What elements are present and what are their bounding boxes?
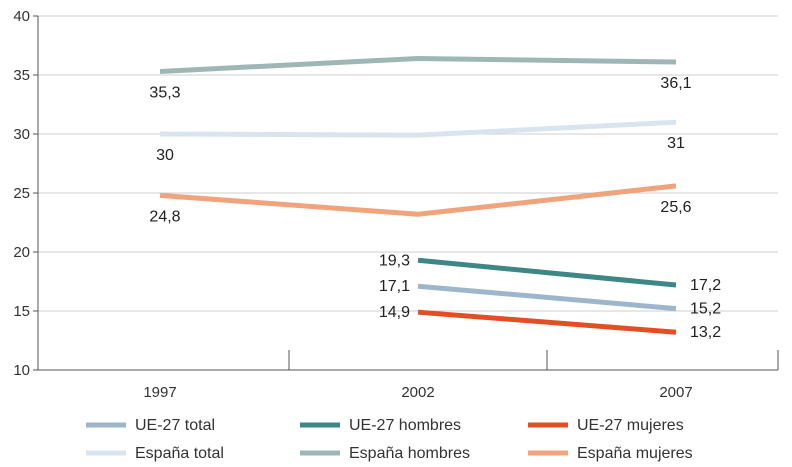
y-tick-label: 20: [13, 244, 30, 261]
series-line-españa-total: [159, 119, 677, 138]
y-tick-label: 35: [13, 67, 30, 84]
y-tick-label: 30: [13, 126, 30, 143]
data-label: 25,6: [660, 199, 691, 216]
x-tick-label-2007: 2007: [659, 384, 692, 401]
series-line-ue-27-hombres: [417, 257, 677, 288]
legend-label-ue-27-mujeres: UE-27 mujeres: [577, 417, 684, 434]
data-label: 15,2: [690, 301, 721, 318]
axes: 10 15 20 25 30 35 40 1997 2002 2007: [13, 8, 779, 401]
x-tick-label-2002: 2002: [401, 384, 434, 401]
legend: UE-27 total UE-27 hombres UE-27 mujeres Esp…: [86, 417, 693, 462]
data-label: 19,3: [379, 252, 410, 269]
legend-label-españa-total: España total: [135, 445, 224, 462]
data-label: 13,2: [690, 324, 721, 341]
series-lines: [159, 55, 677, 335]
x-tick-label-1997: 1997: [143, 384, 176, 401]
legend-label-ue-27-total: UE-27 total: [135, 417, 215, 434]
y-tick-label: 25: [13, 185, 30, 202]
series-line-españa-hombres: [159, 55, 677, 74]
data-labels: 17,1 15,2 19,3 17,2 14,9 13,2 30 31 35,3 36,1 24,8…: [149, 75, 721, 341]
data-label: 17,2: [690, 277, 721, 294]
data-label: 17,1: [379, 278, 410, 295]
data-label: 36,1: [660, 75, 691, 92]
y-tick-label: 40: [13, 8, 30, 25]
data-label: 24,8: [149, 208, 180, 225]
data-label: 31: [667, 135, 685, 152]
legend-label-españa-hombres: España hombres: [349, 445, 470, 462]
y-tick-label: 10: [13, 362, 30, 379]
data-label: 35,3: [149, 84, 180, 101]
data-label: 30: [156, 147, 174, 164]
legend-label-ue-27-hombres: UE-27 hombres: [349, 417, 461, 434]
series-line-ue-27-total: [417, 283, 677, 312]
series-line-españa-mujeres: [159, 183, 677, 217]
data-label: 14,9: [379, 304, 410, 321]
series-line-ue-27-mujeres: [417, 309, 677, 335]
y-tick-label: 15: [13, 303, 30, 320]
legend-label-españa-mujeres: España mujeres: [577, 445, 693, 462]
